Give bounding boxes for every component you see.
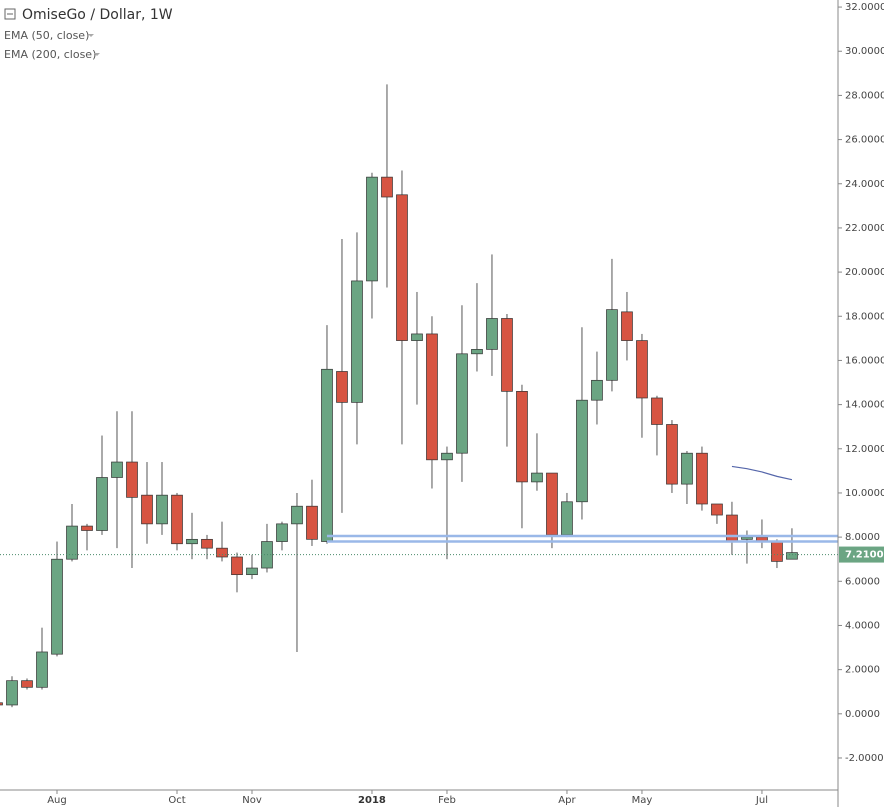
candle-body [786,552,798,560]
x-tick-label: Apr [558,795,576,806]
y-tick-label: 16.0000 [845,355,884,366]
last-price-box [839,546,884,563]
candle-body [696,452,708,505]
y-tick-label: 22.0000 [845,223,884,234]
candle-body [411,333,423,341]
y-tick-label: 4.0000 [845,620,880,631]
y-tick-label: 24.0000 [845,179,884,190]
candle-body [711,503,723,516]
dropdown-arrow[interactable] [94,53,100,56]
candle-body [606,309,618,381]
candle-body [681,452,693,485]
y-tick-label: 12.0000 [845,444,884,455]
collapse-icon[interactable] [4,8,16,20]
candle-body [426,333,438,461]
candle-body [741,536,753,540]
candle-body [126,461,138,498]
candle-body [621,311,633,341]
x-tick-label: Jul [755,795,768,806]
candle-body [501,318,513,392]
candle-body [381,176,393,198]
candle-body [561,501,573,536]
candle-body [6,680,18,706]
y-tick-label: 18.0000 [845,311,884,322]
candle-body [396,194,408,341]
candle-body [516,391,528,483]
y-tick-label: 6.0000 [845,576,880,587]
candle-body [276,523,288,542]
x-tick-label: May [632,795,653,806]
candle-body [576,399,588,503]
y-tick-label: 8.0000 [845,532,880,543]
candle-body [96,477,108,531]
y-tick-label: -2.0000 [845,753,884,764]
candle-body [36,651,48,688]
candle-body [471,349,483,355]
y-tick-label: 28.0000 [845,90,884,101]
chart-title: OmiseGo / Dollar, 1W [22,7,173,23]
candle-body [51,558,63,655]
last-price-label: 7.2100 [845,550,884,561]
candle-body [291,505,303,525]
candle-body [111,461,123,478]
candle-body [726,514,738,542]
indicator-legend[interactable]: EMA (50, close) [4,29,89,42]
y-tick-label: 26.0000 [845,135,884,146]
x-tick-label: Aug [47,795,67,806]
candle-body [186,538,198,545]
candle-body [156,494,168,525]
candle-body [651,397,663,425]
y-tick-label: 14.0000 [845,400,884,411]
candle-body [0,702,3,706]
x-tick-label: Feb [438,795,456,806]
candle-body [141,494,153,525]
candle-body [531,472,543,483]
candle-body [636,340,648,399]
candle-body [441,452,453,461]
candle-body [21,680,33,688]
candle-body [321,368,333,542]
y-tick-label: 32.0000 [845,2,884,13]
x-tick-label: Nov [242,795,262,806]
candle-body [591,379,603,401]
y-tick-label: 10.0000 [845,488,884,499]
candle-body [246,567,258,576]
candle-body [66,525,78,560]
candle-body [366,176,378,282]
candle-body [546,472,558,536]
candle-body [231,556,243,576]
x-tick-label: 2018 [358,795,386,806]
dropdown-arrow[interactable] [88,34,94,37]
candle-body [81,525,93,531]
x-tick-label: Oct [168,795,185,806]
candle-body [351,280,363,403]
plot-area [0,84,838,708]
candle-body [456,353,468,454]
y-tick-label: 20.0000 [845,267,884,278]
indicator-legend[interactable]: EMA (200, close) [4,48,96,61]
ema-line [731,465,793,481]
candle-body [171,494,183,545]
candle-body [306,505,318,540]
y-tick-label: 2.0000 [845,665,880,676]
y-tick-label: 0.0000 [845,709,880,720]
candle-body [216,547,228,558]
candle-body [201,538,213,549]
candle-body [666,424,678,485]
candle-body [336,371,348,403]
y-tick-label: 30.0000 [845,46,884,57]
candle-body [771,541,783,562]
candle-body [486,318,498,350]
